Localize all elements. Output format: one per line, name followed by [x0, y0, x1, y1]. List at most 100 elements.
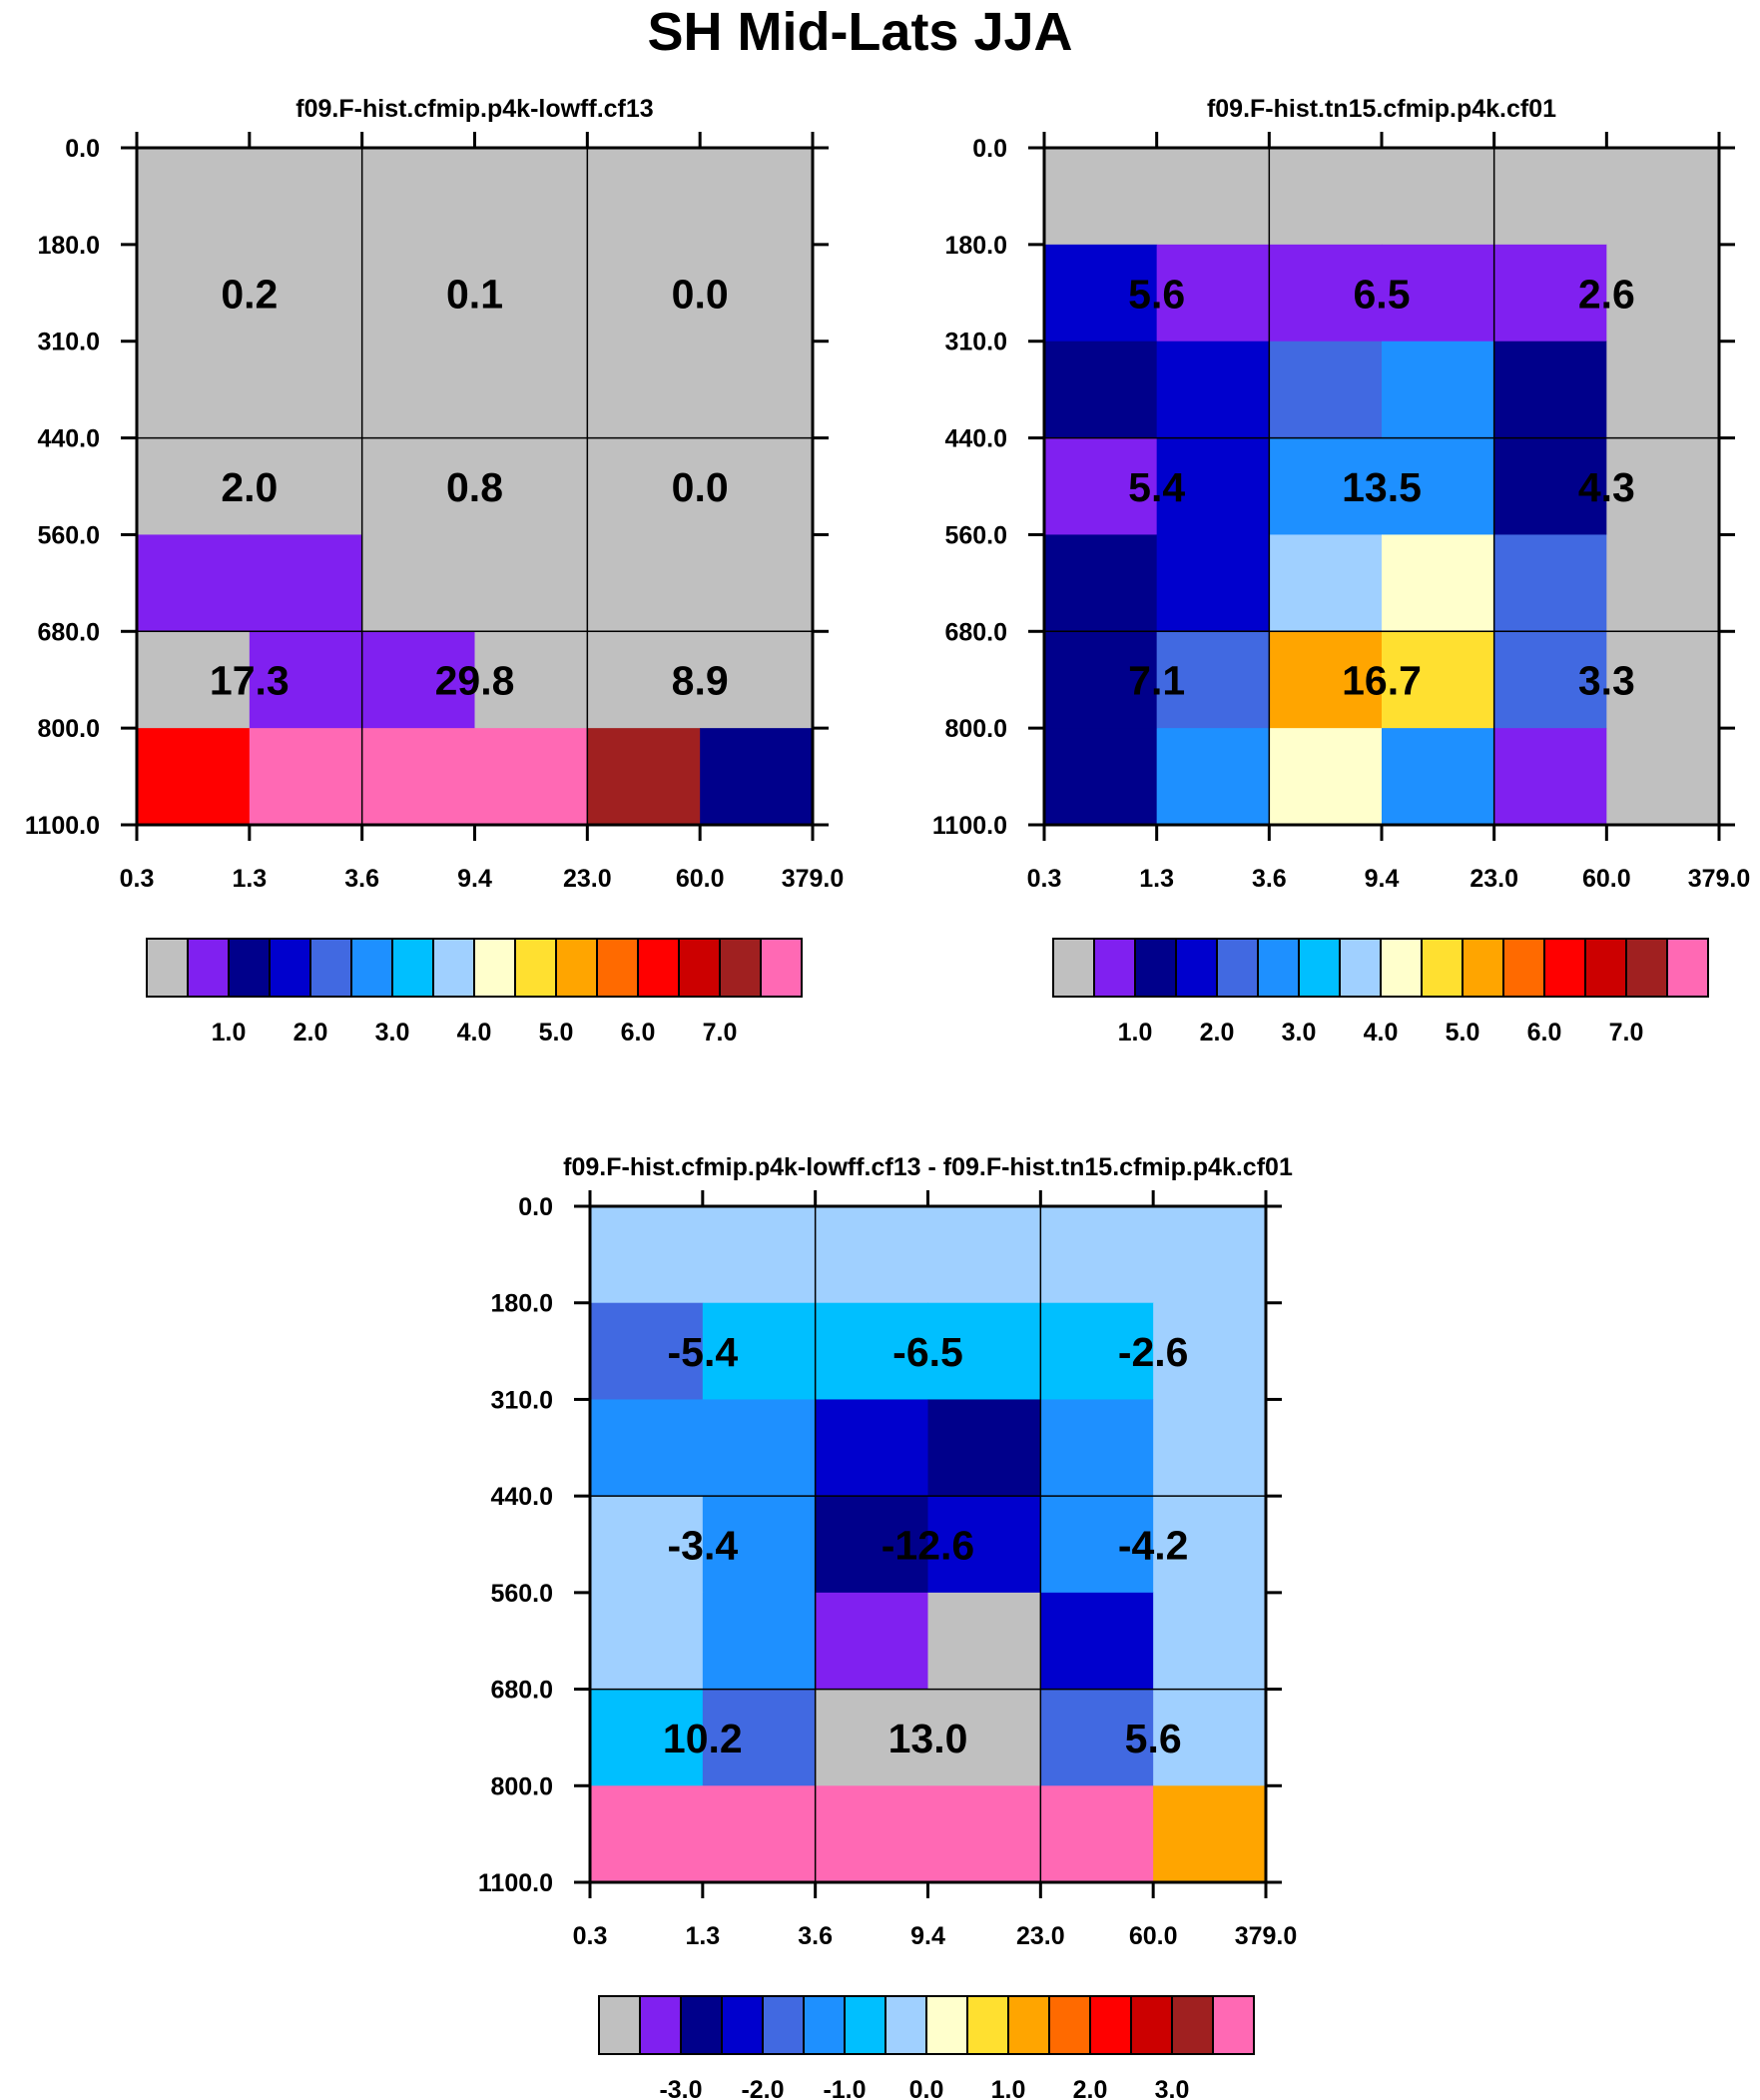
heatmap-cell — [1156, 728, 1270, 826]
heatmap-cell — [927, 1689, 1041, 1786]
heatmap-cell — [474, 244, 588, 343]
group-value-label: 29.8 — [435, 658, 515, 704]
colorbar-swatch — [1216, 938, 1259, 998]
heatmap-cell — [1269, 244, 1383, 343]
heatmap-cell — [1606, 437, 1720, 536]
heatmap-cell — [1493, 631, 1607, 729]
heatmap-cell — [815, 1302, 929, 1401]
y-tick-label: 560.0 — [944, 521, 1007, 549]
group-value-label: 17.3 — [210, 658, 290, 704]
heatmap-cell — [1153, 1496, 1267, 1594]
heatmap-cell — [815, 1399, 929, 1497]
x-tick-label: 3.6 — [344, 865, 379, 893]
group-value-label: 0.1 — [446, 271, 503, 317]
group-value-label: 13.5 — [1342, 464, 1422, 510]
heatmap-cell — [1156, 244, 1270, 343]
y-tick-label: 1100.0 — [932, 812, 1007, 840]
colorbar-label: 3.0 — [375, 1019, 410, 1047]
colorbar-swatch — [1298, 938, 1341, 998]
heatmap-cell — [361, 341, 476, 439]
heatmap-cell — [590, 1206, 704, 1304]
y-tick-label: 310.0 — [944, 329, 1007, 356]
panel-title: f09.F-hist.cfmip.p4k-lowff.cf13 — [295, 95, 653, 123]
heatmap-cell — [1269, 631, 1383, 729]
colorbar-swatch — [1093, 938, 1136, 998]
colorbar-swatch — [1089, 1995, 1132, 2055]
x-tick-label: 23.0 — [1016, 1922, 1065, 1950]
colorbar-swatch — [1380, 938, 1423, 998]
colorbar-swatch — [1584, 938, 1627, 998]
heatmap-cell — [137, 534, 251, 632]
y-tick-label: 1100.0 — [25, 812, 100, 840]
x-tick-label: 60.0 — [1129, 1922, 1178, 1950]
heatmap-cell — [702, 1206, 817, 1304]
group-value-label: -3.4 — [668, 1523, 739, 1569]
group-value-label: 2.0 — [221, 464, 278, 510]
colorbar-label: -2.0 — [741, 2076, 784, 2100]
heatmap-cell — [1044, 631, 1158, 729]
heatmap-cell — [587, 534, 701, 632]
heatmap-cell — [361, 148, 476, 246]
colorbar-swatch — [1543, 938, 1586, 998]
heatmap-cell — [137, 244, 251, 343]
colorbar-label: -3.0 — [659, 2076, 702, 2100]
heatmap-cell — [137, 148, 251, 246]
group-value-label: 0.0 — [672, 271, 729, 317]
y-tick-label: 560.0 — [37, 521, 100, 549]
heatmap-cell — [1040, 1496, 1154, 1594]
heatmap-cell — [474, 728, 588, 826]
panel-left-top: f09.F-hist.cfmip.p4k-lowff.cf13 0.0 180.0 3… — [25, 95, 844, 1047]
heatmap-cell — [927, 1206, 1041, 1304]
group-value-label: 5.4 — [1128, 464, 1185, 510]
group-value-label: -5.4 — [668, 1329, 739, 1375]
colorbar-swatch — [598, 1995, 641, 2055]
heatmap-cell — [700, 244, 814, 343]
colorbar-swatch — [966, 1995, 1009, 2055]
heatmap-cell — [1153, 1785, 1267, 1883]
heatmap-cell — [1269, 534, 1383, 632]
heatmap-cell — [474, 534, 588, 632]
group-value-label: 13.0 — [888, 1716, 968, 1761]
heatmap-cell — [815, 1785, 929, 1883]
heatmap-cell — [1040, 1592, 1154, 1691]
x-tick-label: 0.3 — [1027, 865, 1062, 893]
y-tick-label: 800.0 — [490, 1772, 553, 1800]
heatmap-cell — [1040, 1206, 1154, 1304]
colorbar-swatch — [309, 938, 352, 998]
heatmap-cell — [1156, 631, 1270, 729]
heatmap-cell — [700, 437, 814, 536]
heatmap-cell — [1493, 728, 1607, 826]
colorbar-swatch — [680, 1995, 723, 2055]
colorbar-swatch — [844, 1995, 886, 2055]
group-value-label: -12.6 — [881, 1523, 974, 1569]
heatmap-cell — [700, 631, 814, 729]
colorbar-swatch — [1666, 938, 1709, 998]
colorbar-swatch — [884, 1995, 927, 2055]
heatmap-cell — [587, 341, 701, 439]
colorbar-swatch — [925, 1995, 968, 2055]
heatmap-cell — [1153, 1399, 1267, 1497]
heatmap-cell — [1040, 1785, 1154, 1883]
heatmap-cell — [702, 1689, 817, 1786]
panel-title: f09.F-hist.cfmip.p4k-lowff.cf13 - f09.F-… — [563, 1153, 1293, 1181]
heatmap-cell — [1493, 341, 1607, 439]
heatmap-cell — [137, 341, 251, 439]
heatmap-cell — [249, 341, 363, 439]
colorbar-swatch — [803, 1995, 846, 2055]
heatmap-cell — [700, 148, 814, 246]
heatmap-cell — [590, 1785, 704, 1883]
x-tick-label: 1.3 — [685, 1922, 720, 1950]
heatmap-cell — [1153, 1689, 1267, 1786]
colorbar-label: 1.0 — [1118, 1019, 1153, 1047]
colorbar-swatch — [1048, 1995, 1091, 2055]
heatmap-cell — [927, 1302, 1041, 1401]
heatmap-cell — [1493, 437, 1607, 536]
colorbar-swatch — [228, 938, 271, 998]
colorbar-swatch — [473, 938, 516, 998]
heatmap-cell — [361, 728, 476, 826]
heatmap-cell — [702, 1399, 817, 1497]
heatmap-cell — [249, 534, 363, 632]
heatmap-cell — [1044, 534, 1158, 632]
heatmap-cell — [927, 1496, 1041, 1594]
group-value-label: -4.2 — [1118, 1523, 1189, 1569]
